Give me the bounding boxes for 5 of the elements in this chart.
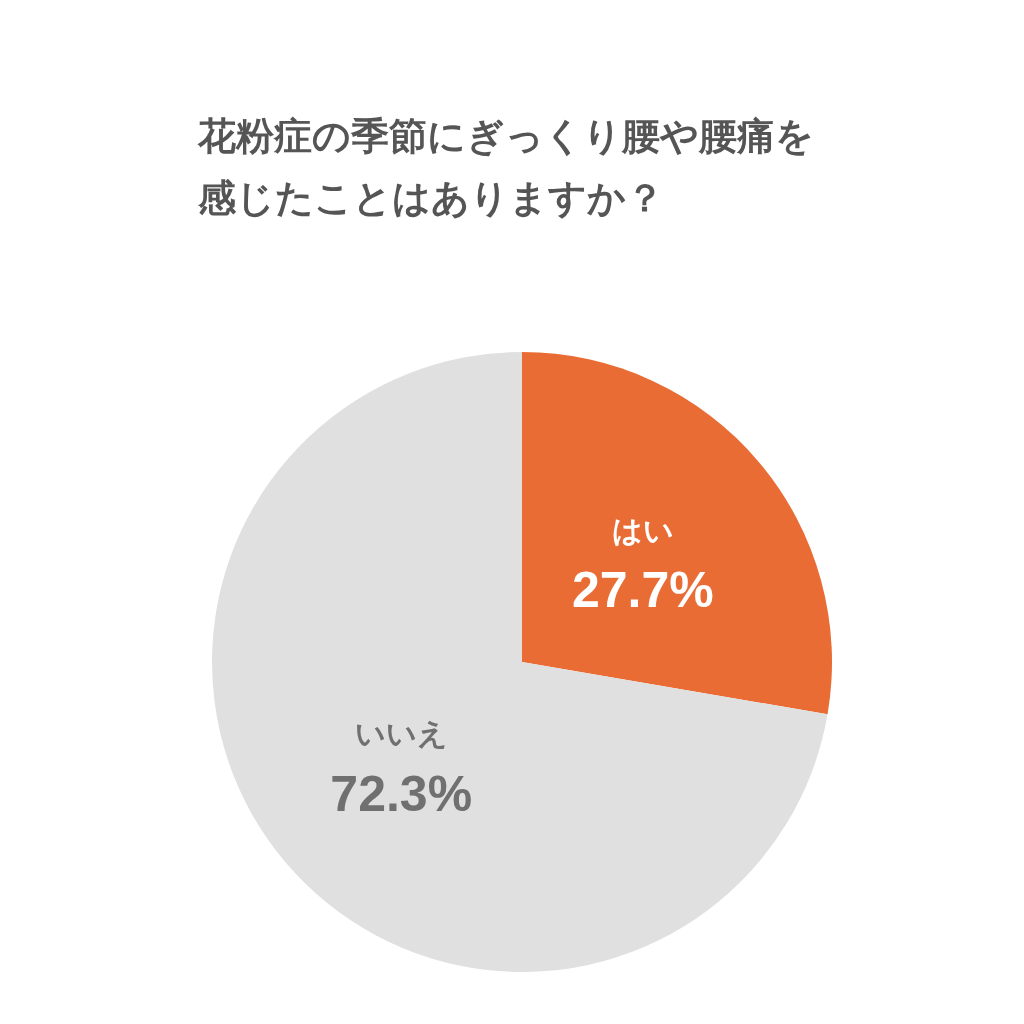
data-label: 27.7%: [571, 562, 714, 619]
chart-title: 花粉症の季節にぎっくり腰や腰痛を感じたことはありますか？: [197, 115, 814, 219]
slice-label: いいえ: [354, 717, 448, 751]
slice-label: はい: [611, 513, 674, 547]
data-label: 72.3%: [330, 765, 473, 822]
